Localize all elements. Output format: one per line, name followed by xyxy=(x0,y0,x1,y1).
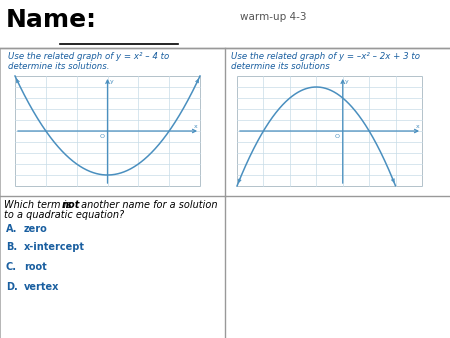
Text: y: y xyxy=(345,79,348,84)
Text: D.: D. xyxy=(6,282,18,292)
Bar xyxy=(237,76,422,186)
Text: A.: A. xyxy=(6,224,18,234)
Text: Use the related graph of y = –x² – 2x + 3 to: Use the related graph of y = –x² – 2x + … xyxy=(231,52,420,61)
Text: Which term is: Which term is xyxy=(4,200,75,210)
Text: to a quadratic equation?: to a quadratic equation? xyxy=(4,210,124,220)
Text: O: O xyxy=(99,134,104,139)
Text: x: x xyxy=(194,124,198,129)
Text: not: not xyxy=(62,200,81,210)
Text: B.: B. xyxy=(6,242,17,252)
Text: x-intercept: x-intercept xyxy=(24,242,85,252)
Text: warm-up 4-3: warm-up 4-3 xyxy=(240,12,306,22)
Text: x: x xyxy=(416,124,420,129)
Text: determine its solutions.: determine its solutions. xyxy=(8,62,109,71)
Text: Use the related graph of y = x² – 4 to: Use the related graph of y = x² – 4 to xyxy=(8,52,169,61)
Bar xyxy=(15,76,200,186)
Text: determine its solutions: determine its solutions xyxy=(231,62,330,71)
Text: zero: zero xyxy=(24,224,48,234)
Text: O: O xyxy=(335,134,340,139)
Text: root: root xyxy=(24,262,47,272)
Text: C.: C. xyxy=(6,262,17,272)
Text: vertex: vertex xyxy=(24,282,59,292)
Text: another name for a solution: another name for a solution xyxy=(78,200,217,210)
Text: y: y xyxy=(109,79,113,84)
Text: Name:: Name: xyxy=(6,8,97,32)
